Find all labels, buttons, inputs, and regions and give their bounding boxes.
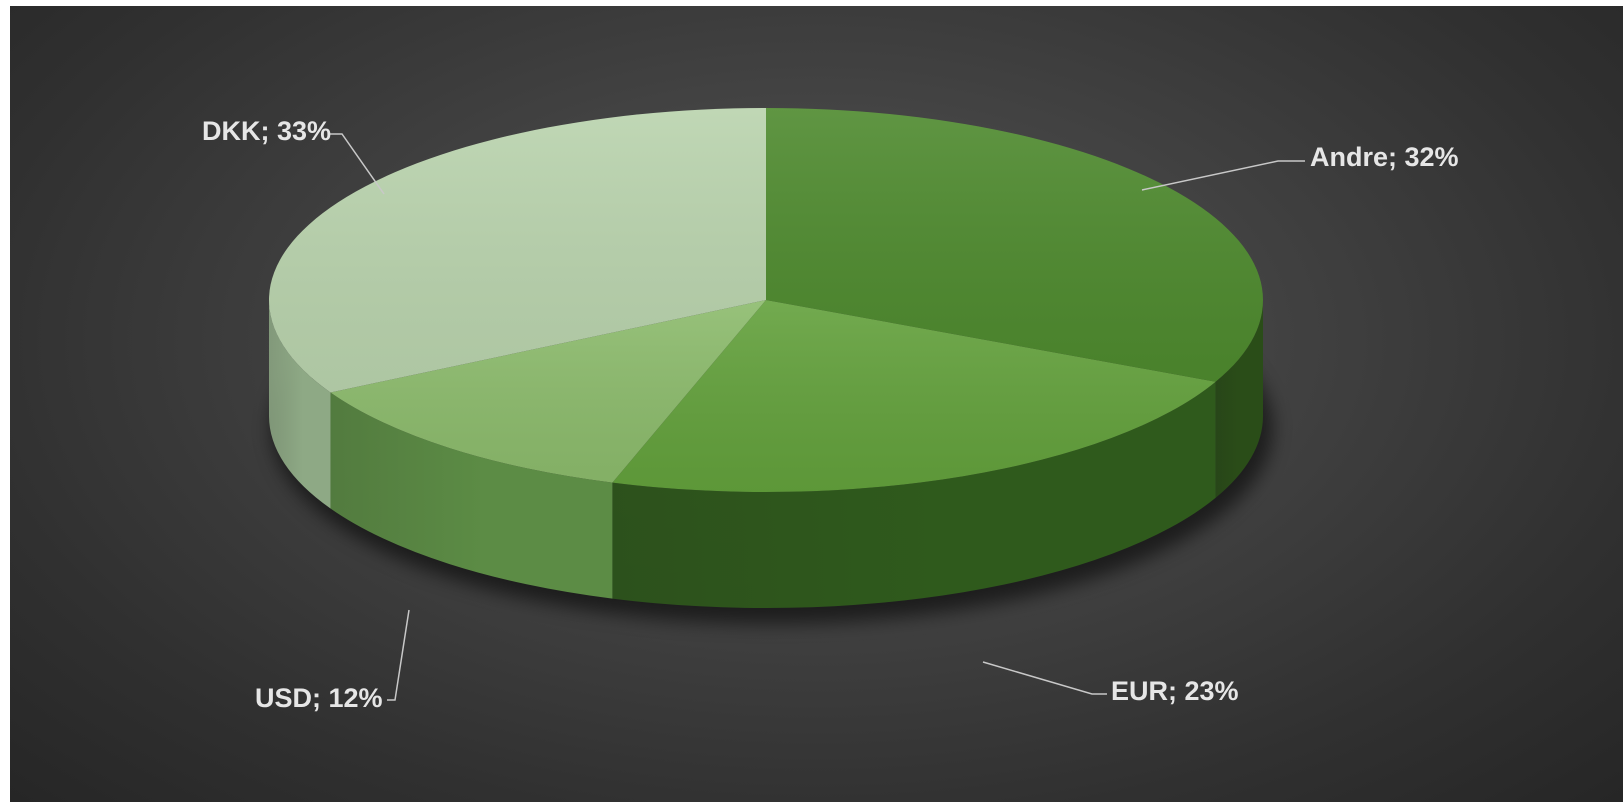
data-label-dkk: DKK; 33% bbox=[202, 116, 331, 146]
chart-area: Andre; 32% EUR; 23% USD; 12% DKK; 33% bbox=[10, 6, 1623, 802]
pie-side-dkk bbox=[269, 300, 331, 509]
pie-slice-andre bbox=[766, 108, 1264, 382]
data-label-andre: Andre; 32% bbox=[1310, 142, 1459, 172]
pie-side-eur bbox=[612, 381, 1216, 608]
pie-side-usd bbox=[330, 392, 613, 599]
leader-line-eur bbox=[982, 661, 1107, 695]
pie-slice-dkk bbox=[268, 108, 766, 393]
pie-side-andre bbox=[1215, 300, 1263, 498]
leader-line-andre bbox=[1141, 160, 1305, 191]
leader-line-usd bbox=[387, 609, 410, 701]
data-label-usd: USD; 12% bbox=[255, 683, 383, 713]
leader-line-dkk bbox=[330, 133, 385, 195]
data-label-eur: EUR; 23% bbox=[1111, 676, 1239, 706]
pie-slice-eur bbox=[612, 300, 1216, 492]
pie-chart: Andre; 32% EUR; 23% USD; 12% DKK; 33% bbox=[202, 108, 1459, 713]
pie-slice-usd bbox=[330, 300, 766, 483]
